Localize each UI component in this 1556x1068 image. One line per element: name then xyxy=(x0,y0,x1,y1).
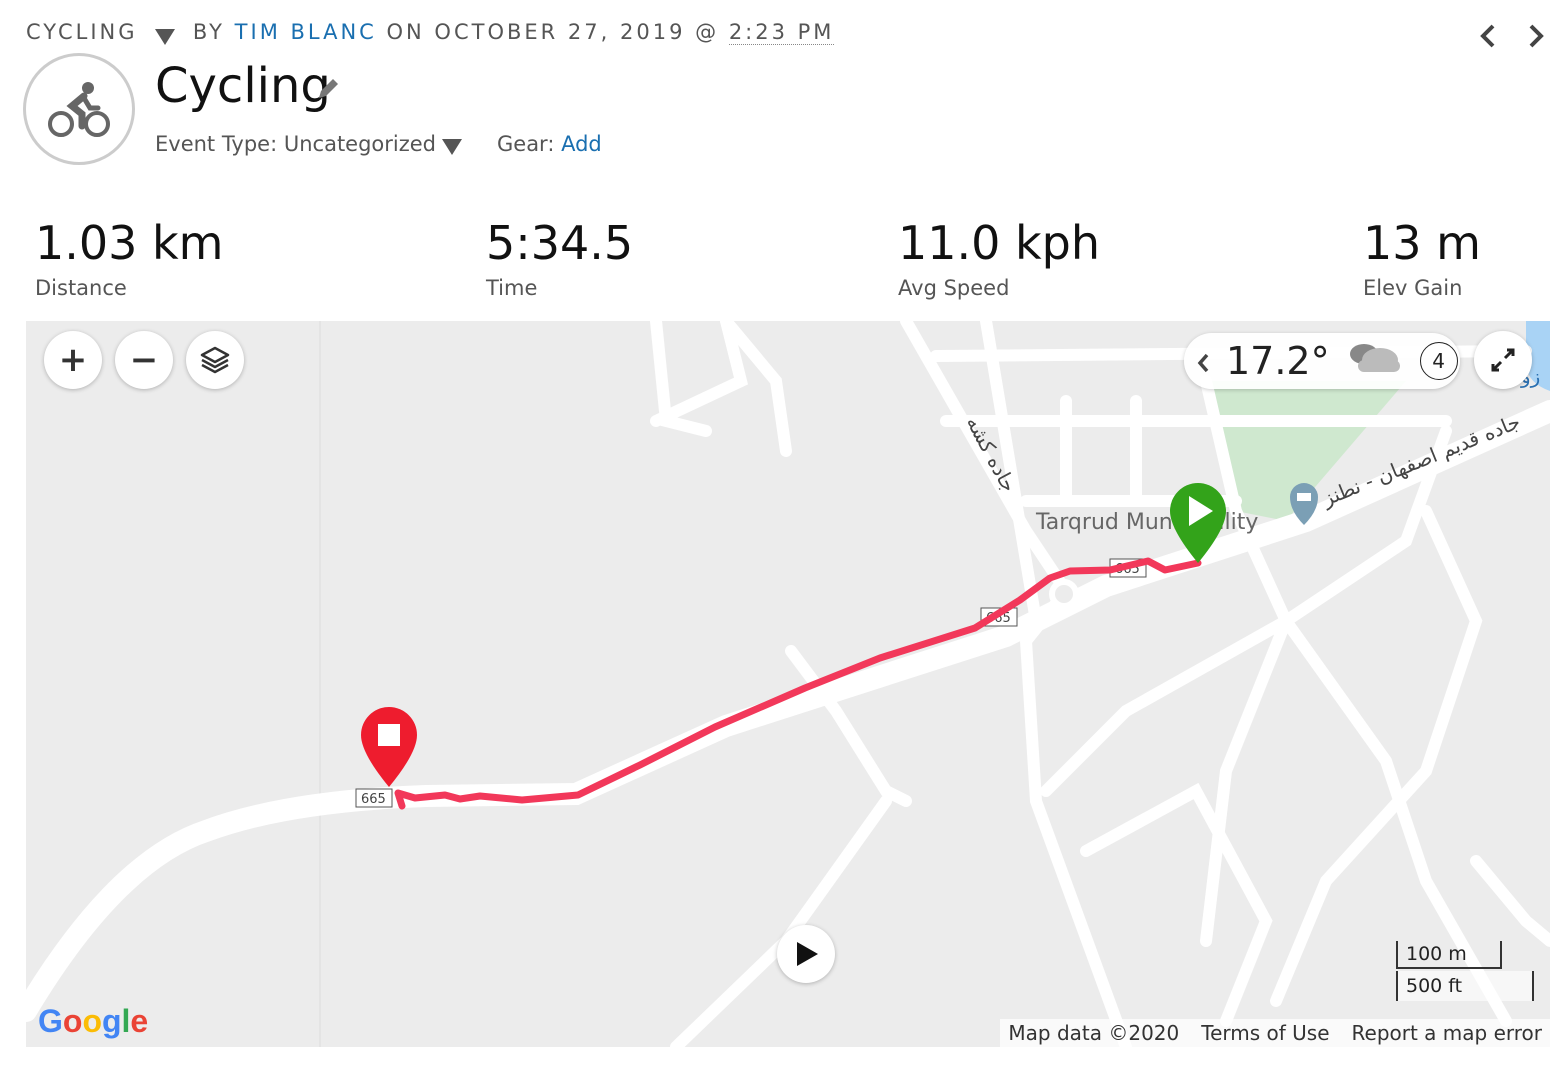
expand-icon[interactable] xyxy=(1474,331,1532,389)
stat-label: Distance xyxy=(35,276,127,300)
activity-type: CYCLING xyxy=(26,20,138,44)
road-number-label: 665 xyxy=(361,792,386,807)
end-marker xyxy=(361,707,417,787)
activity-type-dropdown-icon[interactable] xyxy=(155,29,176,45)
scale-metric: 100 m xyxy=(1396,941,1502,969)
stat-label: Elev Gain xyxy=(1363,276,1463,300)
wind-indicator: 4 xyxy=(1419,342,1458,380)
stat-avg-speed: 11.0 kph Avg Speed xyxy=(898,220,1100,300)
chevron-left-icon[interactable] xyxy=(1196,339,1210,383)
gear-add-link[interactable]: Add xyxy=(561,132,602,156)
play-icon[interactable] xyxy=(777,925,835,983)
event-type-label: Event Type: xyxy=(155,132,278,156)
stat-label: Avg Speed xyxy=(898,276,1010,300)
activity-title: Cycling xyxy=(155,58,331,114)
chevron-right-icon[interactable] xyxy=(1526,22,1546,57)
cloud-icon xyxy=(1344,339,1402,383)
stat-value: 1.03 km xyxy=(35,216,224,270)
gear: Gear: Add xyxy=(497,132,602,156)
map-data-text: Map data ©2020 xyxy=(1008,1021,1180,1045)
stat-elev-gain: 13 m Elev Gain xyxy=(1363,220,1481,300)
event-type-dropdown-icon[interactable] xyxy=(442,139,463,155)
water-area xyxy=(1525,321,1550,391)
stat-time: 5:34.5 Time xyxy=(486,220,633,300)
pencil-icon[interactable] xyxy=(315,76,341,106)
zoom-in-button[interactable]: + xyxy=(44,331,102,389)
by-text: BY xyxy=(192,20,225,44)
route-track xyxy=(394,557,1202,810)
chevron-left-icon[interactable] xyxy=(1478,22,1498,57)
report-error-link[interactable]: Report a map error xyxy=(1351,1021,1542,1045)
gear-label: Gear: xyxy=(497,132,555,156)
event-type-value[interactable]: Uncategorized xyxy=(283,132,437,156)
date-text: ON OCTOBER 27, 2019 @ xyxy=(386,20,720,44)
layers-icon[interactable] xyxy=(186,331,244,389)
breadcrumb: CYCLING BY TIM BLANC ON OCTOBER 27, 2019… xyxy=(26,20,835,45)
author-link[interactable]: TIM BLANC xyxy=(234,20,377,44)
cycling-icon xyxy=(23,53,135,165)
map-footer: Map data ©2020 Terms of Use Report a map… xyxy=(1000,1019,1550,1047)
time-text: 2:23 PM xyxy=(728,20,835,45)
map[interactable]: Tarqrud Municipality جاده قدیم اصفهان - … xyxy=(26,321,1550,1047)
start-marker xyxy=(1170,483,1226,563)
event-type[interactable]: Event Type: Uncategorized xyxy=(155,132,463,156)
stat-distance: 1.03 km Distance xyxy=(35,220,224,300)
stat-value: 5:34.5 xyxy=(486,216,634,270)
stat-label: Time xyxy=(486,276,538,300)
municipality-poi-icon xyxy=(1290,483,1318,525)
weather-widget[interactable]: 17.2° 4 xyxy=(1184,333,1460,389)
scale-imperial: 500 ft xyxy=(1396,971,1534,1001)
temperature: 17.2° xyxy=(1226,339,1330,383)
stat-value: 13 m xyxy=(1363,216,1481,270)
zoom-out-button[interactable]: − xyxy=(115,331,173,389)
google-logo: Google xyxy=(38,1003,149,1039)
terms-link[interactable]: Terms of Use xyxy=(1201,1021,1330,1045)
stat-value: 11.0 kph xyxy=(898,216,1101,270)
